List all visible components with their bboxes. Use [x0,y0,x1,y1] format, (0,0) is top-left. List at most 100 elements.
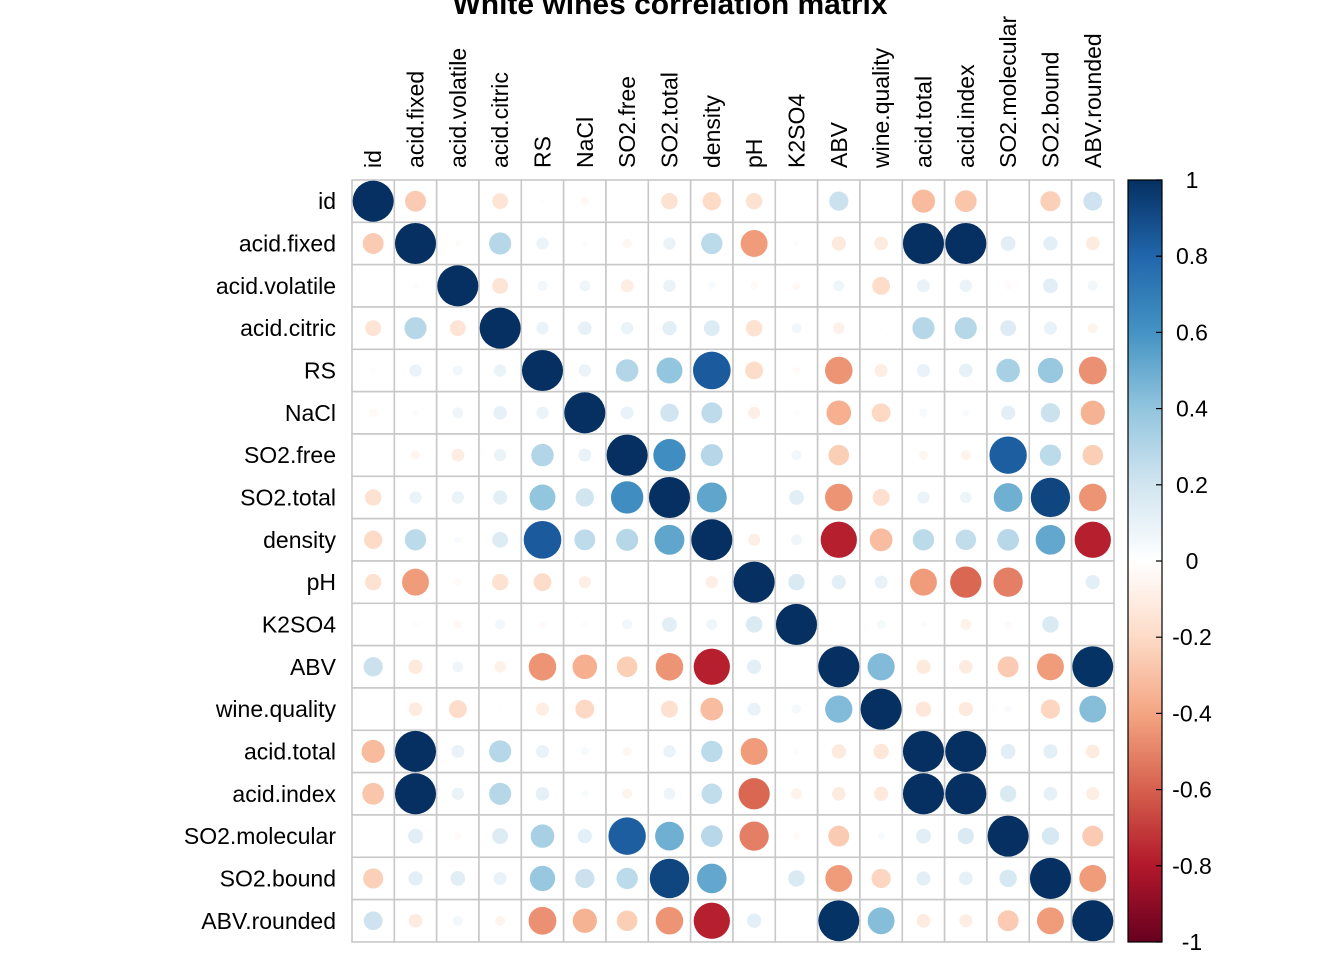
correlation-dot [958,363,973,378]
correlation-dot [958,871,973,886]
correlation-dot [528,906,557,935]
row-label: SO2.bound [220,865,336,891]
correlation-dot [874,575,888,589]
correlation-dot [655,653,684,681]
correlation-dot [831,575,846,590]
correlation-dot [872,489,890,506]
correlation-dot [993,567,1023,597]
correlation-dot [1000,320,1017,337]
correlation-dot [1043,786,1058,801]
correlation-dot [616,910,638,932]
correlation-dot [945,730,987,772]
correlation-dot [1087,323,1098,334]
correlation-dot [916,828,931,844]
correlation-dot [831,744,846,759]
correlation-dot [655,821,684,851]
correlation-dot [1085,236,1100,251]
correlation-dot [829,191,849,211]
correlation-dot [1040,191,1061,212]
correlation-dot [1079,864,1107,892]
grid-cell [351,602,396,647]
correlation-dot [537,280,548,291]
correlation-dot [479,307,521,349]
correlation-dot [692,351,731,390]
correlation-dot [788,573,805,591]
correlation-dot [1083,191,1103,211]
correlation-dot [788,870,805,887]
row-label: ABV [290,654,337,680]
correlation-dot [874,236,888,251]
row-label: wine.quality [215,696,337,722]
correlation-dot [792,832,801,840]
row-label: acid.total [244,738,336,764]
row-label: pH [307,569,336,595]
correlation-dot [945,773,987,815]
correlation-dot [958,659,973,674]
correlation-dot [916,363,930,377]
correlation-dot [867,907,895,935]
correlation-dot [578,321,592,335]
correlation-dot [578,575,591,589]
correlation-dot [915,701,932,717]
correlation-dot [702,191,721,211]
correlation-dot [409,364,422,377]
correlation-dot [451,787,464,800]
correlation-dot [747,702,761,716]
grid-cell [647,560,692,605]
correlation-dot [989,436,1027,474]
correlation-dot [622,746,632,757]
correlation-dot [1079,695,1107,723]
correlation-dot [871,868,891,889]
correlation-dot [608,817,646,855]
column-label: acid.citric [487,72,513,168]
correlation-dot [371,368,376,373]
column-label: SO2.bound [1037,52,1063,168]
correlation-dot [494,660,506,673]
grid-cell [562,771,607,816]
correlation-dot [1080,400,1105,425]
correlation-dot [575,699,595,719]
row-label: ABV.rounded [201,908,336,934]
correlation-dot [1006,199,1011,204]
correlation-dot [750,282,758,290]
colorbar-tick-label: -1 [1182,929,1202,955]
correlation-dot [916,871,931,886]
column-label: NaCl [572,117,598,168]
correlation-dot [871,403,891,423]
correlation-dot [833,280,845,292]
grid-cell [605,179,650,224]
correlation-dot [452,661,464,673]
row-label: acid.index [232,781,336,807]
correlation-dot [493,871,507,885]
correlation-dot [920,621,927,628]
grid-cell [1070,560,1115,605]
column-label: SO2.free [614,76,640,168]
correlation-dot [661,700,678,718]
correlation-dot [872,276,891,295]
column-label: ABV.rounded [1080,33,1106,168]
correlation-dot [1042,616,1059,633]
grid-cell [732,856,777,901]
correlation-dot [580,747,589,756]
correlation-dot [535,702,549,716]
column-label: pH [741,139,767,168]
correlation-dot [740,230,768,257]
correlation-dot [663,279,676,292]
correlation-dot [1043,744,1058,759]
correlation-dot [1072,646,1114,688]
column-label: acid.total [910,76,936,168]
correlation-dot [491,573,509,591]
correlation-dot [529,865,556,892]
correlation-dot [610,481,644,514]
colorbar-tick-label: -0.6 [1172,777,1212,803]
correlation-dot [408,702,423,716]
correlation-dot [701,783,723,805]
correlation-dot [1040,403,1061,423]
correlation-dot [828,825,850,847]
column-label: SO2.total [656,72,682,168]
correlation-dot [917,491,930,504]
correlation-dot [916,279,930,293]
correlation-dot [957,827,974,845]
correlation-dot [579,280,591,292]
